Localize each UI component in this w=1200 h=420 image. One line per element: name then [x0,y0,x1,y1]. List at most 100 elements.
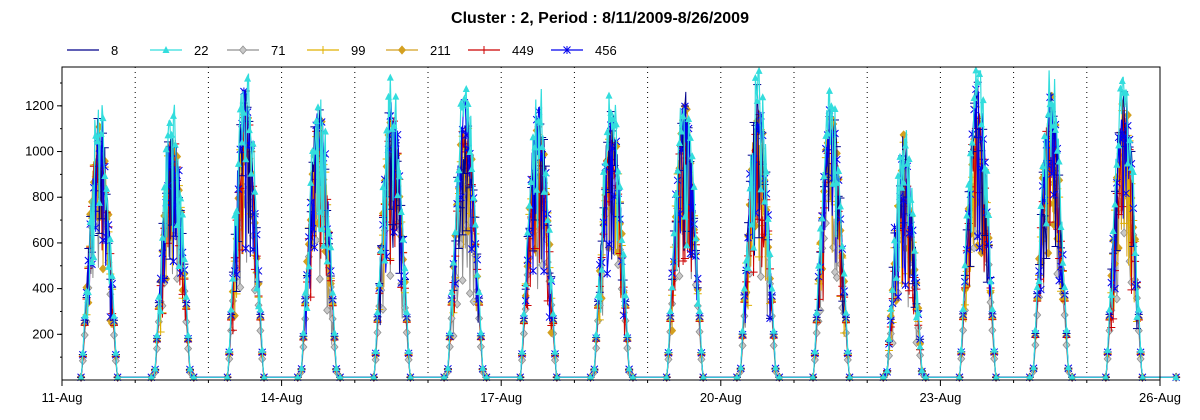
data-point [390,228,398,237]
data-point [1064,363,1072,371]
data-point [253,284,261,292]
data-point [896,152,904,160]
data-point [1109,226,1117,234]
data-point [988,325,997,335]
data-point [672,190,680,198]
data-point [307,178,315,186]
data-point [169,111,177,119]
data-point [598,265,606,273]
data-point [405,347,413,355]
data-point [1062,325,1070,333]
data-point [546,225,554,233]
data-point [529,266,537,275]
x-tick-label: 26-Aug [1139,390,1181,405]
data-point [462,131,471,140]
y-tick-label: 800 [32,189,54,204]
legend-label: 71 [271,43,285,58]
data-point [840,269,848,277]
data-point [1055,276,1064,285]
data-point [992,373,1000,381]
data-point [147,373,155,381]
data-point [744,233,752,242]
data-point [772,363,780,371]
data-point [1104,345,1112,353]
data-point [986,297,995,307]
data-point [770,326,778,334]
data-point [907,195,915,203]
data-point [1129,204,1138,213]
data-point [155,292,163,300]
data-point [162,145,170,153]
legend-item-456: 456 [551,43,617,58]
data-point [244,74,252,82]
data-point [1057,223,1065,231]
data-point [1042,219,1050,227]
data-point [373,308,381,316]
data-point [749,268,758,277]
data-point [406,373,414,381]
legend-label: 456 [595,43,617,58]
data-point [840,287,848,296]
legend-item-99: 99 [307,43,365,58]
data-point [1037,202,1045,210]
data-point [538,142,546,150]
legend-label: 99 [351,43,365,58]
data-point [524,228,532,236]
data-point [831,105,839,113]
data-point [449,258,457,266]
data-point [1033,310,1042,320]
data-point [294,373,302,381]
data-point [748,220,756,228]
data-point [393,130,402,139]
data-point [756,271,765,282]
series-22 [77,66,1180,381]
data-point [540,187,548,195]
data-point [241,244,250,253]
data-point [316,207,324,215]
data-point [1031,325,1039,333]
data-point [1122,189,1130,198]
data-point [182,292,190,300]
data-point [842,308,850,316]
data-point [836,202,844,210]
data-point [618,235,626,243]
data-point [327,243,335,251]
data-point [962,245,971,254]
data-point [1035,277,1043,285]
data-point [692,234,700,242]
data-point [249,139,257,147]
data-point [744,263,752,271]
data-point [846,373,854,381]
data-point [826,86,834,94]
data-point [908,226,917,235]
data-point [542,169,550,177]
data-point [160,183,168,191]
data-point [766,250,774,258]
data-point [458,275,467,285]
data-point [390,122,398,130]
data-point [1172,373,1180,381]
data-point [386,270,395,281]
data-point [238,45,248,55]
data-point [160,275,169,284]
legend-item-211: 211 [386,43,451,58]
data-point [883,366,891,374]
data-point [473,270,481,278]
data-point [625,364,633,372]
data-point [462,84,470,92]
data-point [301,288,309,296]
data-point [332,363,340,371]
data-point [232,270,241,279]
data-point [968,138,976,146]
data-point [695,327,704,337]
data-point [605,240,613,249]
data-point [690,220,698,229]
data-point [894,292,902,301]
data-point [395,172,403,180]
data-point [460,94,468,102]
data-point [1047,169,1056,178]
data-point [603,269,612,278]
data-point [1124,159,1132,167]
data-point [918,366,926,374]
